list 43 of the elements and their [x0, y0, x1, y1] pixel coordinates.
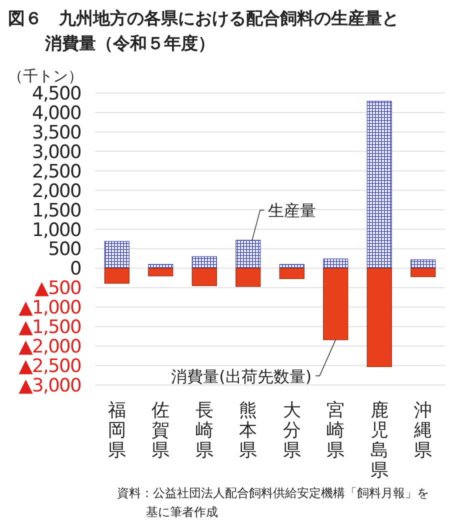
bar: [236, 240, 261, 268]
bar: [148, 268, 174, 276]
bar: [323, 268, 348, 340]
x-tick-label: 大分県: [282, 400, 301, 461]
y-tick-label: ▲2,500: [18, 356, 82, 378]
bar: [192, 268, 217, 286]
bar: [410, 268, 436, 278]
y-tick-label: 3,000: [32, 142, 82, 163]
y-tick-label: 500: [48, 239, 82, 260]
y-tick-label: ▲2,000: [18, 336, 82, 358]
annotation: 生産量: [268, 201, 316, 220]
y-tick-label: 3,500: [32, 122, 82, 144]
bar: [323, 258, 348, 268]
x-tick-label: 佐賀県: [152, 400, 170, 461]
bar: [236, 268, 261, 287]
bar: [366, 268, 392, 367]
y-tick-label: 4,500: [32, 84, 82, 104]
y-tick-label: 2,000: [32, 180, 82, 202]
chart-title: 図６ 九州地方の各県における配合飼料の生産量と消費量（令和５年度）: [8, 9, 399, 54]
y-tick-label: 1,000: [32, 220, 82, 241]
y-tick-label: 1,500: [32, 200, 82, 222]
text: 資料：公益社団法人配合飼料供給安定機構「飼料月報」を基に筆者作成: [117, 486, 429, 519]
bar: [410, 259, 436, 268]
x-tick-label: 沖縄県: [413, 400, 432, 461]
y-tick-label: 2,500: [32, 161, 82, 182]
x-tick-label: 鹿児島県: [370, 400, 388, 481]
bar: [104, 241, 130, 268]
y-tick-label: ▲3,000: [18, 376, 82, 396]
bar: [104, 268, 130, 284]
x-tick-label: 福岡県: [108, 400, 126, 461]
y-tick-label: 0: [70, 258, 82, 280]
annotation: 消費量(出荷先数量): [171, 366, 312, 386]
y-tick-label: 4,000: [32, 102, 82, 124]
y-tick-label: ▲1,500: [18, 317, 82, 338]
x-tick-label: 熊本県: [239, 400, 258, 461]
bar: [192, 256, 217, 268]
x-tick-label: 長崎県: [195, 400, 214, 461]
y-tick-label: ▲1,000: [18, 298, 82, 319]
y-tick-label: ▲500: [34, 278, 82, 300]
bar: [279, 268, 304, 280]
x-tick-label: 宮崎県: [326, 400, 345, 461]
y-axis-title: （千トン）: [8, 67, 83, 85]
bar: [366, 100, 392, 268]
